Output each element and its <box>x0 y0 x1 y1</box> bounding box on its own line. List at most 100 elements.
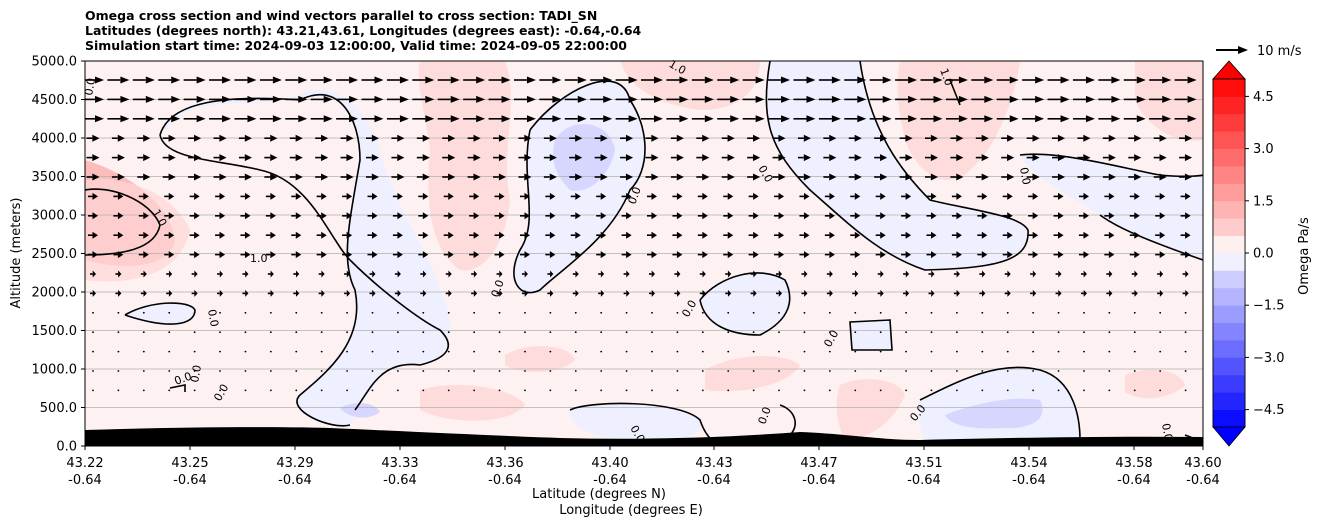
wind-vector <box>1026 134 1040 142</box>
wind-vector-head <box>806 95 816 103</box>
wind-vector-head <box>1185 270 1189 278</box>
wind-vector <box>367 231 378 239</box>
wind-vector <box>672 192 683 200</box>
wind-vector <box>879 350 882 353</box>
wind-vector-head <box>92 154 100 162</box>
wind-vector <box>493 154 507 162</box>
colorbar-band <box>1213 340 1245 358</box>
wind-vector <box>826 270 833 278</box>
wind-vector <box>86 173 100 181</box>
wind-vector <box>412 95 435 103</box>
contour-label: 0.0 <box>489 278 507 299</box>
wind-vector <box>549 311 552 314</box>
wind-vector-head <box>880 154 888 162</box>
wind-vector-head <box>803 231 810 239</box>
wind-vector-head <box>524 192 530 200</box>
contour-label: 0.0 <box>173 370 194 388</box>
wind-vector <box>776 289 783 297</box>
wind-vector-head <box>450 76 460 84</box>
wind-vector-head <box>956 251 962 259</box>
wind-vector-head <box>145 95 155 103</box>
wind-vector-head <box>1162 76 1172 84</box>
wind-vector <box>1108 350 1111 353</box>
wind-vector <box>158 115 181 123</box>
wind-vector-head <box>473 212 480 220</box>
wind-vector <box>469 212 480 220</box>
wind-vector <box>748 212 759 220</box>
wind-vector-head <box>1009 115 1019 123</box>
wind-vector-head <box>829 212 835 220</box>
negative-region <box>160 89 451 426</box>
wind-vector <box>386 115 409 123</box>
wind-vector-head <box>1083 231 1089 239</box>
wind-vector <box>697 192 708 200</box>
wind-vector <box>1129 212 1140 220</box>
wind-vector <box>621 212 632 220</box>
wind-vector <box>422 350 425 353</box>
wind-vector-head <box>476 95 486 103</box>
wind-vector <box>1102 134 1116 142</box>
wind-vector-head <box>905 251 912 259</box>
wind-vector <box>594 154 608 162</box>
wind-vector-head <box>857 115 867 123</box>
wind-vector <box>778 389 780 392</box>
wind-vector <box>647 212 657 220</box>
wind-vector-head <box>575 251 581 259</box>
wind-vector <box>625 389 628 392</box>
wind-vector <box>854 331 857 334</box>
wind-vector <box>768 115 791 123</box>
wind-vector-head <box>270 270 274 278</box>
wind-vector <box>498 389 501 392</box>
wind-vector <box>651 370 653 372</box>
wind-vector <box>259 76 282 84</box>
negative-region <box>700 272 790 335</box>
wind-vector <box>879 389 882 392</box>
wind-vector <box>1006 331 1009 334</box>
wind-vector-head <box>422 251 429 259</box>
wind-vector-head <box>702 212 708 220</box>
wind-vector-head <box>92 231 98 239</box>
wind-vector-head <box>321 270 325 278</box>
wind-vector <box>494 251 505 259</box>
wind-vector-head <box>600 231 607 239</box>
wind-vector-head <box>171 76 181 84</box>
wind-vector <box>519 212 530 220</box>
wind-vector <box>801 270 808 278</box>
wind-vector <box>797 154 811 162</box>
wind-vector-head <box>857 76 867 84</box>
wind-vector <box>467 154 481 162</box>
wind-vector <box>723 212 734 220</box>
wind-vector <box>437 115 460 123</box>
wind-vector-head <box>982 289 986 297</box>
wind-vector <box>903 270 910 278</box>
wind-vector-head <box>321 289 325 297</box>
contour-label-group: 0.0 0.0 0.0 0.0 0.0 0.0 0.0 0.0 0.0 0.0 … <box>82 57 1175 444</box>
wind-vector-head <box>676 173 684 181</box>
wind-vector <box>774 212 785 220</box>
wind-vector <box>113 212 124 220</box>
wind-vector <box>824 251 835 259</box>
negative-region <box>850 320 892 350</box>
wind-vector <box>1002 212 1013 220</box>
wind-vector <box>367 251 378 259</box>
wind-vector-head <box>552 95 562 103</box>
wind-vector <box>291 251 302 259</box>
negative-region <box>1020 154 1203 260</box>
wind-vector-head <box>677 270 681 278</box>
wind-vector-head <box>219 173 227 181</box>
wind-vector <box>869 76 892 84</box>
wind-vector <box>285 115 308 123</box>
positive-region <box>418 61 511 271</box>
wind-vector <box>219 331 221 334</box>
wind-vector-head <box>425 115 435 123</box>
wind-vector <box>956 389 958 392</box>
wind-vector <box>543 154 557 162</box>
wind-vector-head <box>374 95 384 103</box>
wind-vector <box>569 134 583 142</box>
wind-vector-head <box>120 115 130 123</box>
wind-vector <box>234 76 257 84</box>
wind-vector <box>447 370 450 372</box>
wind-vector <box>342 212 353 220</box>
wind-vector-head <box>626 270 630 278</box>
wind-vector <box>1078 192 1089 200</box>
